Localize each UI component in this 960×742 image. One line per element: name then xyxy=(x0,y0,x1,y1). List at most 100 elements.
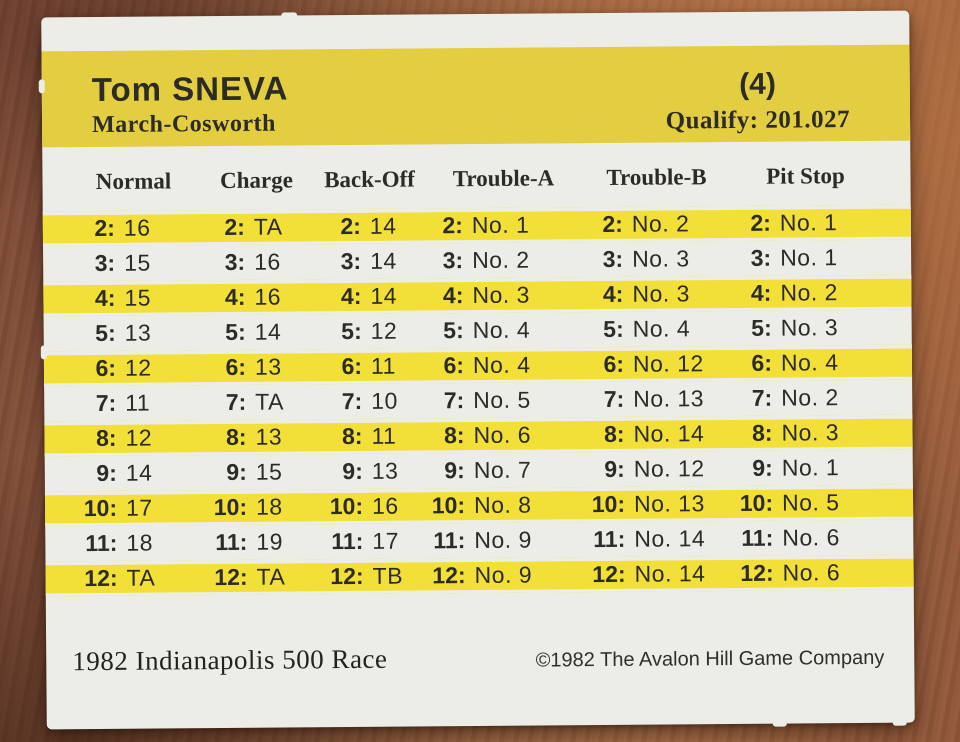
speed-label: 5: xyxy=(95,319,116,347)
speed-label: 5: xyxy=(341,317,362,345)
speed-label: 8: xyxy=(341,422,363,450)
cell-value: 12 xyxy=(370,317,398,344)
speed-table: 2: 16 2: TA 2: 14 2: No. 1 2: No. 2 2: No. 1 3… xyxy=(42,204,914,597)
speed-label: 11: xyxy=(741,524,774,551)
table-cell: 9: 14 xyxy=(71,459,201,487)
speed-label: 12: xyxy=(592,560,626,588)
cell-value: No. 1 xyxy=(781,454,840,481)
table-cell: 2: No. 1 xyxy=(425,211,583,239)
die-cut-nub xyxy=(281,12,298,19)
cell-value: 19 xyxy=(256,528,284,555)
speed-label: 6: xyxy=(603,350,625,378)
table-cell: 8: 12 xyxy=(70,424,200,452)
table-cell: 10: No. 13 xyxy=(585,490,733,518)
table-cell: 4: No. 2 xyxy=(731,279,881,307)
cell-value: No. 1 xyxy=(471,211,530,239)
cell-value: 18 xyxy=(255,493,283,520)
cell-value: No. 4 xyxy=(632,315,691,342)
speed-label: 8: xyxy=(603,420,625,448)
table-cell: 8: No. 6 xyxy=(426,421,584,449)
speed-label: 7: xyxy=(225,388,247,415)
speed-label: 12: xyxy=(84,564,118,592)
speed-label: 7: xyxy=(443,387,465,414)
table-cell: 6: 11 xyxy=(316,352,426,380)
speed-label: 3: xyxy=(94,249,116,277)
cell-value: No. 3 xyxy=(472,281,530,309)
speed-label: 2: xyxy=(750,209,771,236)
cell-value: No. 6 xyxy=(473,421,532,449)
table-cell: 12: TB xyxy=(318,562,428,590)
cell-value: 14 xyxy=(370,247,397,274)
header-right: (4) Qualify: 201.027 xyxy=(665,65,851,135)
cell-value: 14 xyxy=(254,318,282,345)
cell-value: 17 xyxy=(125,494,153,521)
speed-label: 6: xyxy=(95,354,117,382)
column-header-normal: Normal xyxy=(95,168,172,194)
cell-value: No. 13 xyxy=(633,490,705,517)
table-cell: 3: 16 xyxy=(199,248,315,276)
speed-label: 10: xyxy=(739,489,774,516)
table-cell: 12: No. 14 xyxy=(586,560,734,588)
table-cell: 10: 16 xyxy=(317,492,427,520)
table-cell: 10: No. 5 xyxy=(733,489,883,517)
speed-label: 11: xyxy=(215,528,248,556)
cell-value: No. 12 xyxy=(633,455,705,482)
speed-label: 5: xyxy=(603,315,624,343)
table-cell: 7: No. 5 xyxy=(426,386,584,414)
cell-value: No. 14 xyxy=(633,420,705,447)
table-cell: 7: No. 2 xyxy=(732,384,882,412)
speed-label: 6: xyxy=(751,349,773,376)
speed-label: 2: xyxy=(94,214,115,242)
cell-value: No. 14 xyxy=(634,560,706,587)
speed-label: 5: xyxy=(751,314,772,341)
cell-value: TA xyxy=(126,564,156,591)
speed-label: 3: xyxy=(340,247,362,275)
speed-label: 9: xyxy=(604,455,625,483)
table-cell: 10: No. 8 xyxy=(427,491,585,519)
table-cell: 11: 18 xyxy=(71,529,201,557)
die-cut-nub xyxy=(38,79,45,94)
table-cell: 10: 17 xyxy=(71,494,201,522)
table-cell: 12: TA xyxy=(72,564,202,592)
speed-label: 12: xyxy=(432,562,466,589)
cell-value: No. 9 xyxy=(474,526,532,554)
column-header-charge: Charge xyxy=(219,167,294,194)
table-cell: 6: No. 12 xyxy=(584,350,732,378)
column-header-back-off: Back-Off xyxy=(324,166,415,193)
speed-label: 11: xyxy=(331,527,364,555)
cell-value: 16 xyxy=(254,283,282,310)
table-cell: 7: No. 13 xyxy=(584,385,732,413)
cell-value: No. 13 xyxy=(633,385,705,412)
cell-value: 17 xyxy=(372,527,400,554)
table-cell: 7: TA xyxy=(200,388,316,416)
table-cell: 11: No. 14 xyxy=(585,525,733,553)
speed-label: 4: xyxy=(602,280,624,308)
cell-value: No. 3 xyxy=(781,419,840,446)
cell-value: No. 14 xyxy=(634,525,706,552)
card-footer: 1982 Indianapolis 500 Race ©1982 The Ava… xyxy=(46,640,914,678)
table-cell: 5: 13 xyxy=(70,319,200,347)
cell-value: 13 xyxy=(255,423,283,450)
table-cell: 3: No. 1 xyxy=(731,244,881,272)
cell-value: 15 xyxy=(124,249,151,276)
cell-value: 14 xyxy=(370,282,398,309)
speed-label: 4: xyxy=(224,283,246,310)
table-cell: 11: No. 9 xyxy=(427,526,585,554)
speed-label: 11: xyxy=(593,525,626,553)
cell-value: No. 12 xyxy=(632,350,704,377)
table-cell: 4: 15 xyxy=(69,284,199,312)
table-cell: 2: TA xyxy=(199,213,315,241)
cell-value: 11 xyxy=(370,352,396,379)
table-row: 12: TA 12: TA 12: TB 12: No. 9 12: No. 14 12:… xyxy=(45,554,914,597)
cell-value: 14 xyxy=(369,212,397,239)
speed-label: 8: xyxy=(751,419,773,446)
qualify-speed: Qualify: 201.027 xyxy=(665,106,851,135)
table-cell: 11: No. 6 xyxy=(733,524,883,552)
cell-value: 10 xyxy=(371,387,398,414)
cell-value: 12 xyxy=(124,354,152,381)
speed-label: 9: xyxy=(226,458,247,485)
speed-label: 2: xyxy=(224,213,245,240)
cell-value: No. 1 xyxy=(780,244,838,271)
cell-value: TB xyxy=(372,562,404,589)
speed-label: 10: xyxy=(213,493,248,521)
